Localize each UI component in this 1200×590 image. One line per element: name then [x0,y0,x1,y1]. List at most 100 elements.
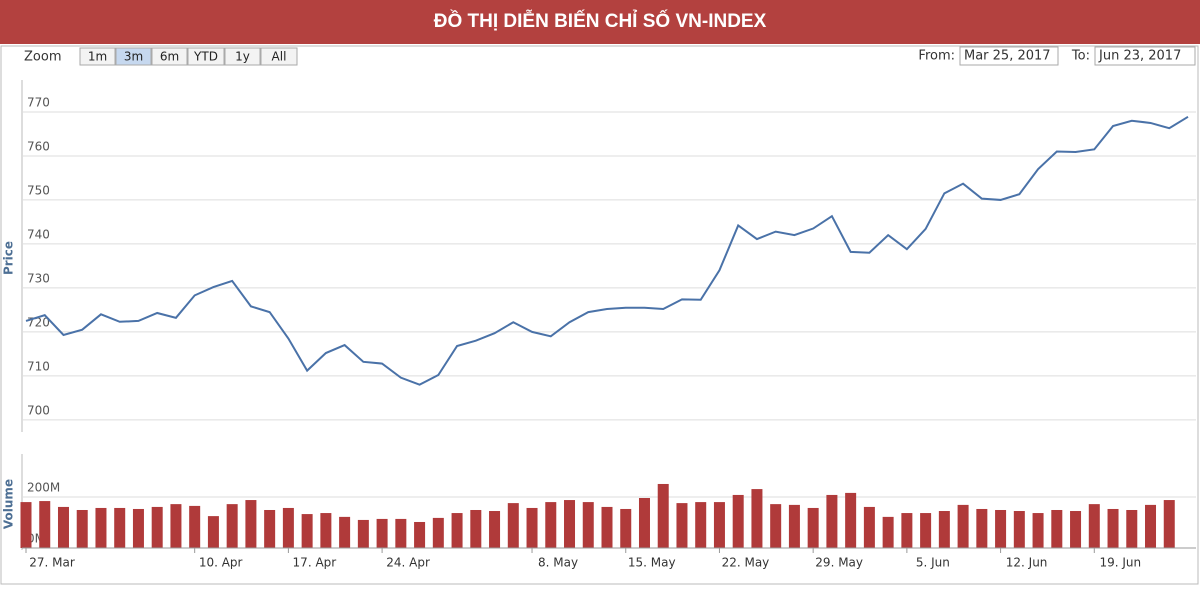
volume-bar [1051,509,1063,548]
to-label: To: [1071,49,1090,64]
to-date[interactable]: Jun 23, 2017 [1098,49,1181,64]
volume-bar [245,500,257,548]
volume-bar [20,502,32,548]
volume-bar [151,506,163,548]
price-line [25,115,1189,386]
volume-bar [957,504,969,548]
volume-bar [807,507,819,548]
volume-bar [638,498,650,548]
volume-bar [114,507,126,548]
button-box[interactable] [187,47,225,66]
volume-bar [732,494,744,548]
from-input[interactable] [959,46,1059,66]
button-box[interactable] [260,47,298,66]
button-box[interactable] [151,47,188,66]
volume-bar [470,509,482,548]
volume-bar [39,501,51,548]
from-date[interactable]: Mar 25, 2017 [964,49,1051,64]
volume-bar [863,506,875,548]
button-label[interactable]: 1y [235,50,250,64]
x-tick-label: 15. May [628,556,676,570]
volume-bar [301,514,313,548]
volume-bar [170,504,182,548]
zoom-button[interactable]: 1y [224,47,261,66]
volume-bar [320,513,332,548]
volume-bar [357,519,369,548]
x-tick-label: 12. Jun [1006,556,1048,570]
button-box[interactable] [115,47,152,66]
volume-bar [788,504,800,548]
volume-bar [507,503,519,548]
chart-title: ĐỒ THỊ DIỄN BIẾN CHỈ SỐ VN-INDEX [434,10,767,32]
volume-bar [545,502,557,548]
zoom-button[interactable]: YTD [187,47,225,66]
volume-bar [920,513,932,548]
volume-bar [132,508,144,548]
volume-bar [564,500,576,548]
volume-bar [1032,513,1044,548]
volume-bar [1145,504,1157,548]
button-box[interactable] [79,47,116,66]
y-axis-title: Price [2,241,16,275]
button-label[interactable]: 1m [88,50,107,64]
volume-bar [995,509,1007,548]
zoom-button[interactable]: 6m [151,47,188,66]
volume-bar [657,483,669,548]
y-tick-label: 750 [27,183,50,197]
button-label[interactable]: All [272,50,287,64]
zoom-label: Zoom [24,50,61,65]
zoom-button[interactable]: 1m [79,47,116,66]
volume-bar [489,511,501,548]
y-tick-label: 770 [27,95,50,109]
volume-bar [770,504,782,548]
button-box[interactable] [224,47,261,66]
volume-bar [226,504,238,548]
volume-bar [95,507,107,548]
zoom-button[interactable]: 3m [115,47,152,66]
volume-bar [207,516,219,548]
zoom-button[interactable]: All [260,47,298,66]
volume-bar [713,502,725,548]
x-tick-label: 5. Jun [916,556,950,570]
y-tick-label: 710 [27,359,50,373]
x-tick-label: 19. Jun [1099,556,1141,570]
volume-bar [882,516,894,548]
volume-bar [264,509,276,548]
volume-bar [582,502,594,548]
y-tick-label: 760 [27,139,50,153]
frame [0,45,1199,585]
x-tick-label: 27. Mar [29,556,75,570]
volume-bar [901,513,913,548]
volume-bar [376,518,388,548]
x-tick-label: 22. May [722,556,770,570]
volume-bar [1013,511,1025,548]
volume-bar [282,507,294,548]
volume-bar [1163,500,1175,548]
volume-bar [676,503,688,548]
volume-bar [414,521,426,548]
volume-bar [526,507,538,548]
volume-bar [976,508,988,548]
x-tick-label: 10. Apr [199,556,243,570]
volume-bar [1070,511,1082,548]
y-tick-label: 730 [27,271,50,285]
volume-bar [57,506,69,548]
button-label[interactable]: 3m [124,50,143,64]
from-label: From: [918,49,955,64]
volume-bar [695,502,707,548]
button-label[interactable]: YTD [193,50,218,64]
volume-bar [751,489,763,548]
x-tick-label: 17. Apr [293,556,337,570]
button-label[interactable]: 6m [160,50,179,64]
y-tick-label: 700 [27,403,50,417]
volume-bar [451,513,463,548]
x-tick-label: 29. May [815,556,863,570]
volume-bar [189,505,201,548]
volume-bar [76,509,88,548]
y-axis-title: Volume [2,479,16,529]
y-tick-label: 740 [27,227,50,241]
to-input[interactable] [1094,46,1196,66]
volume-bar [432,517,444,548]
